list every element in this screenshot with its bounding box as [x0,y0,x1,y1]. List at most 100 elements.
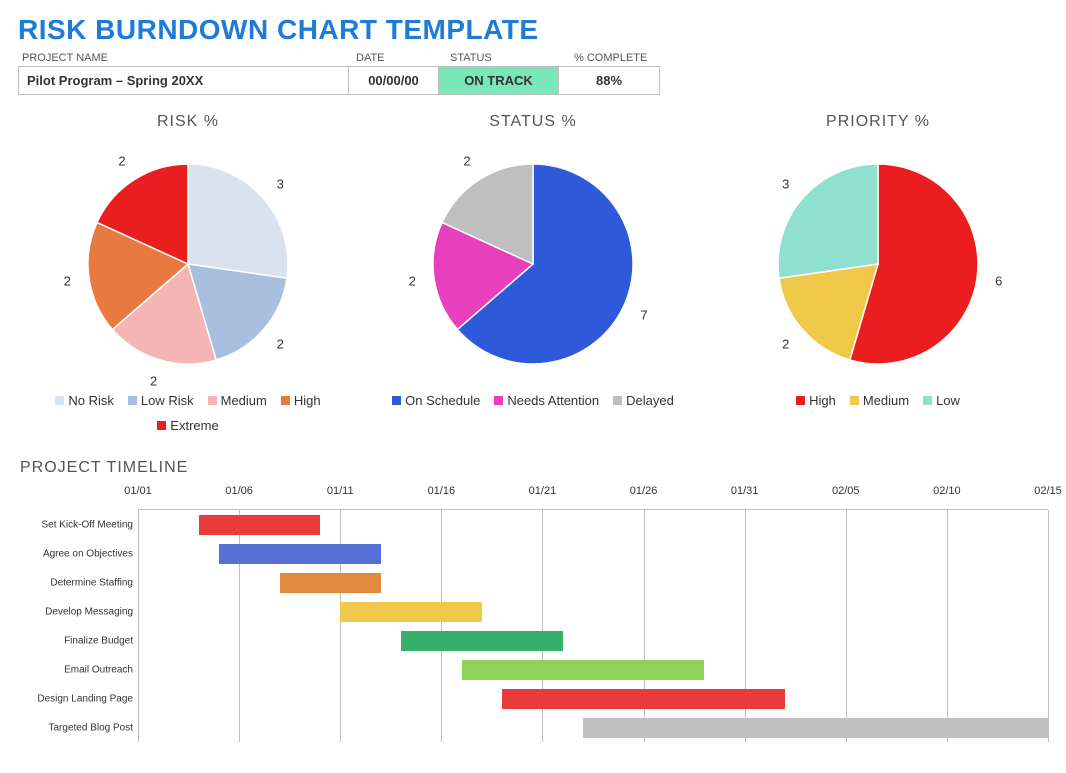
legend-label: Delayed [626,393,674,408]
legend-item: High [281,393,321,408]
legend-swatch [55,396,64,405]
legend-swatch [613,396,622,405]
timeline-bar [280,573,381,593]
pie-slice-value: 2 [118,154,125,169]
pie-slice-value: 2 [150,374,157,389]
pie-slice [778,164,878,278]
legend-swatch [796,396,805,405]
legend-swatch [850,396,859,405]
timeline-tick-label: 01/21 [529,485,557,497]
timeline-axis: 01/0101/0601/1101/1601/2101/2601/3102/05… [138,481,1048,510]
charts-row: RISK % 3 2 2 2 2 No Risk Low Risk Medium High Ex… [18,113,1048,433]
timeline-tick-label: 01/01 [124,485,152,497]
timeline-tick-label: 01/31 [731,485,759,497]
timeline-task-label: Agree on Objectives [18,548,138,559]
pie-slice-value: 3 [277,177,284,192]
timeline-bar [502,689,785,709]
priority-legend: High Medium Low [796,393,960,408]
legend-item: On Schedule [392,393,480,408]
timeline-tick-label: 01/26 [630,485,658,497]
legend-item: Low Risk [128,393,194,408]
timeline-gridline [138,510,139,742]
timeline-bar [401,631,563,651]
legend-item: Medium [208,393,267,408]
timeline-bar [462,660,705,680]
legend-label: Extreme [170,418,218,433]
timeline-bar [199,515,320,535]
legend-item: Medium [850,393,909,408]
legend-swatch [392,396,401,405]
pie-slice-value: 3 [782,177,789,192]
timeline-tick-label: 01/11 [327,485,354,497]
timeline-task-label: Set Kick-Off Meeting [18,519,138,530]
pie-slice-value: 2 [277,336,284,351]
pie-slice [188,164,288,278]
risk-pie-chart: 32222 [58,139,318,379]
project-info-row: Pilot Program – Spring 20XX 00/00/00 ON … [18,66,660,95]
header-project-name: PROJECT NAME [18,52,352,64]
legend-label: Medium [221,393,267,408]
header-status: STATUS [446,52,570,64]
timeline-task-label: Targeted Blog Post [18,722,138,733]
project-info-headers: PROJECT NAME DATE STATUS % COMPLETE [18,52,1048,64]
risk-chart-col: RISK % 3 2 2 2 2 No Risk Low Risk Medium High Ex… [18,113,358,433]
legend-item: Extreme [157,418,218,433]
legend-label: Low Risk [141,393,194,408]
timeline-task-label: Develop Messaging [18,606,138,617]
pie-slice-value: 2 [64,274,71,289]
legend-swatch [208,396,217,405]
timeline-tick-label: 01/16 [428,485,456,497]
pie-slice-value: 2 [463,154,470,169]
priority-chart-col: PRIORITY % 6 2 3 High Medium Low [708,113,1048,433]
risk-chart-title: RISK % [157,113,219,131]
project-timeline: 01/01 01/06 01/11 01/16 01/21 01/26 01/31 02/05… [18,481,1048,742]
timeline-body: Set Kick-Off MeetingAgree on ObjectivesD… [138,510,1049,742]
legend-label: High [294,393,321,408]
risk-legend: No Risk Low Risk Medium High Extreme [18,393,358,433]
timeline-bar [583,718,1048,738]
legend-label: No Risk [68,393,114,408]
page-title: RISK BURNDOWN CHART TEMPLATE [18,14,1048,46]
project-pct-cell[interactable]: 88% [559,67,659,94]
timeline-tick-label: 02/15 [1034,485,1062,497]
timeline-tick-label: 01/06 [225,485,253,497]
timeline-task-label: Determine Staffing [18,577,138,588]
status-chart-title: STATUS % [489,113,576,131]
timeline-gridline [846,510,847,742]
legend-label: On Schedule [405,393,480,408]
timeline-task-label: Email Outreach [18,664,138,675]
pie-slice-value: 6 [995,274,1002,289]
timeline-gridline [1048,510,1049,742]
legend-item: Low [923,393,960,408]
status-legend: On Schedule Needs Attention Delayed [392,393,674,408]
legend-swatch [281,396,290,405]
pie-slice-value: 2 [409,274,416,289]
status-pie-chart: 722 [403,139,663,379]
timeline-tick-label: 02/05 [832,485,860,497]
legend-swatch [157,421,166,430]
header-pct-complete: % COMPLETE [570,52,674,64]
timeline-task-label: Finalize Budget [18,635,138,646]
timeline-bar [340,602,482,622]
timeline-title: PROJECT TIMELINE [20,459,1048,477]
timeline-gridline [947,510,948,742]
legend-item: Delayed [613,393,674,408]
legend-item: High [796,393,836,408]
header-date: DATE [352,52,446,64]
timeline-bar [219,544,381,564]
legend-label: Low [936,393,960,408]
legend-swatch [128,396,137,405]
timeline-tick-label: 02/10 [933,485,961,497]
status-chart-col: STATUS % 722 On ScheduleNeeds AttentionD… [363,113,703,433]
legend-label: High [809,393,836,408]
priority-chart-title: PRIORITY % [826,113,930,131]
project-name-cell[interactable]: Pilot Program – Spring 20XX [19,67,349,94]
legend-label: Medium [863,393,909,408]
legend-item: No Risk [55,393,114,408]
pie-slice-value: 2 [782,336,789,351]
legend-item: Needs Attention [494,393,599,408]
project-status-cell[interactable]: ON TRACK [439,67,559,94]
timeline-task-label: Design Landing Page [18,693,138,704]
timeline-gridline [441,510,442,742]
project-date-cell[interactable]: 00/00/00 [349,67,439,94]
